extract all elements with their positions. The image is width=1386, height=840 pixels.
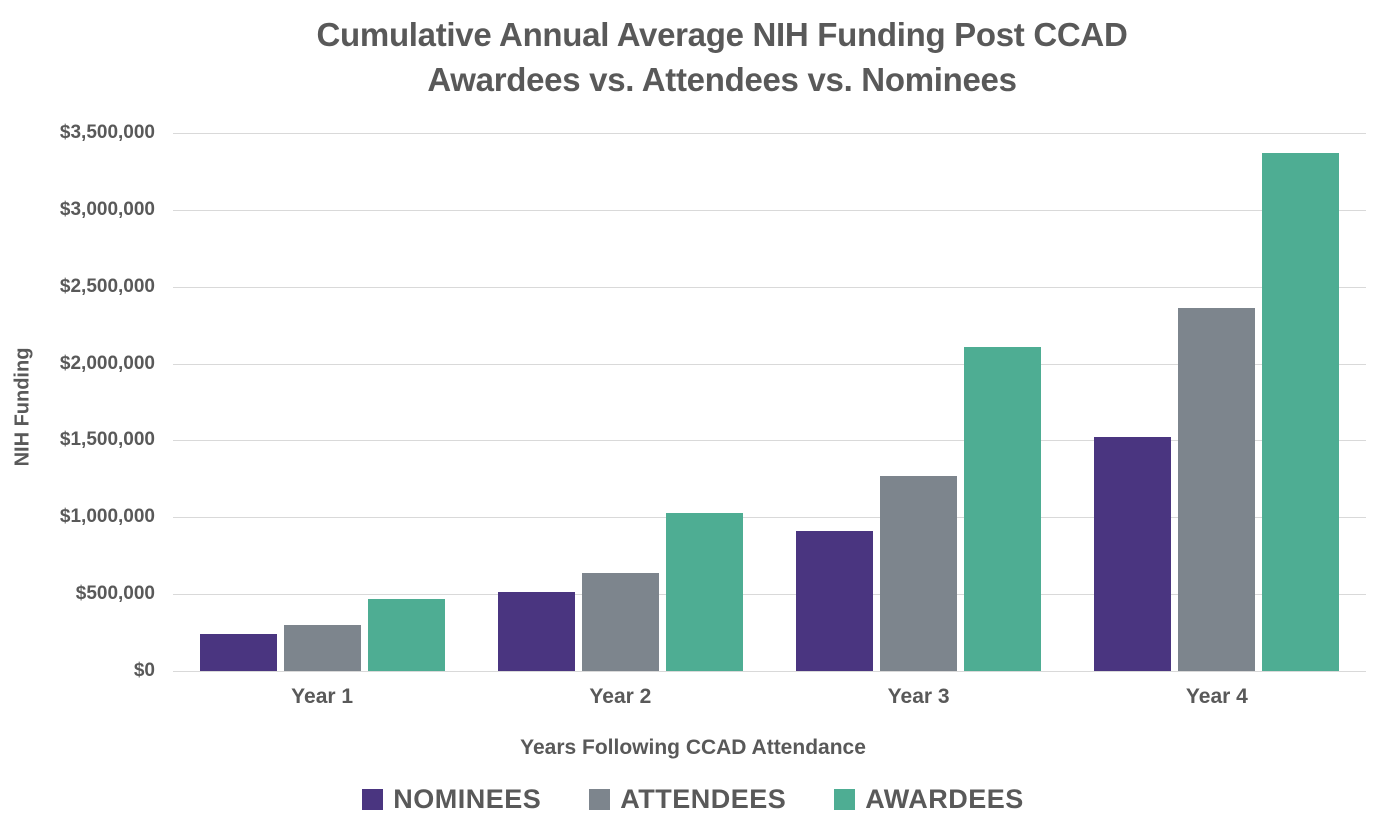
y-axis-tick-label: $3,500,000 [59, 122, 155, 143]
legend-item-attendees: ATTENDEES [589, 784, 786, 815]
bar-attendees-year-4 [1178, 308, 1256, 671]
bar-nominees-year-4 [1094, 437, 1172, 671]
plot-area [173, 133, 1366, 672]
gridline [173, 594, 1366, 596]
bar-attendees-year-1 [283, 624, 361, 671]
bar-awardees-year-1 [367, 598, 445, 671]
legend: NOMINEES ATTENDEES AWARDEES [0, 784, 1386, 815]
gridline [173, 286, 1366, 288]
bar-nominees-year-2 [497, 591, 575, 671]
y-axis-tick-label: $3,000,000 [59, 198, 155, 220]
bar-awardees-year-3 [964, 347, 1042, 671]
y-axis-tick-label: $1,000,000 [59, 506, 155, 528]
bar-attendees-year-2 [581, 572, 659, 671]
gridline [173, 133, 1366, 134]
y-axis-tick-label: $500,000 [75, 583, 155, 605]
bar-attendees-year-3 [880, 475, 958, 671]
x-axis-tick-label: Year 2 [589, 685, 652, 708]
legend-label-awardees: AWARDEES [865, 784, 1024, 814]
y-axis-tick-label: $2,500,000 [59, 275, 155, 297]
bar-nominees-year-3 [796, 531, 874, 671]
gridline [173, 517, 1366, 519]
bar-awardees-year-4 [1262, 152, 1340, 671]
y-axis-tick-label: $1,500,000 [59, 429, 155, 451]
chart-title-line-1: Cumulative Annual Average NIH Funding Po… [316, 16, 1128, 53]
legend-label-nominees: NOMINEES [393, 784, 542, 814]
legend-item-awardees: AWARDEES [834, 784, 1024, 815]
legend-swatch-nominees [362, 789, 384, 810]
x-axis-tick-label: Year 3 [887, 685, 950, 708]
legend-label-attendees: ATTENDEES [620, 784, 787, 814]
legend-item-nominees: NOMINEES [362, 784, 541, 815]
y-axis-tick-label: $2,000,000 [59, 352, 155, 374]
gridline [173, 440, 1366, 442]
bar-nominees-year-1 [199, 634, 277, 671]
gridline [173, 363, 1366, 365]
chart-title: Cumulative Annual Average NIH Funding Po… [58, 12, 1386, 102]
x-axis-tick-label: Year 4 [1185, 685, 1248, 708]
bar-awardees-year-2 [665, 512, 743, 671]
legend-swatch-awardees [834, 789, 856, 810]
x-axis-tick-label: Year 1 [291, 685, 354, 708]
gridline [173, 671, 1366, 672]
gridline [173, 209, 1366, 211]
y-axis-tick-label: $0 [133, 660, 155, 681]
legend-swatch-attendees [589, 789, 611, 810]
x-axis-title: Years Following CCAD Attendance [520, 736, 866, 759]
chart-title-line-2: Awardees vs. Attendees vs. Nominees [427, 61, 1017, 98]
